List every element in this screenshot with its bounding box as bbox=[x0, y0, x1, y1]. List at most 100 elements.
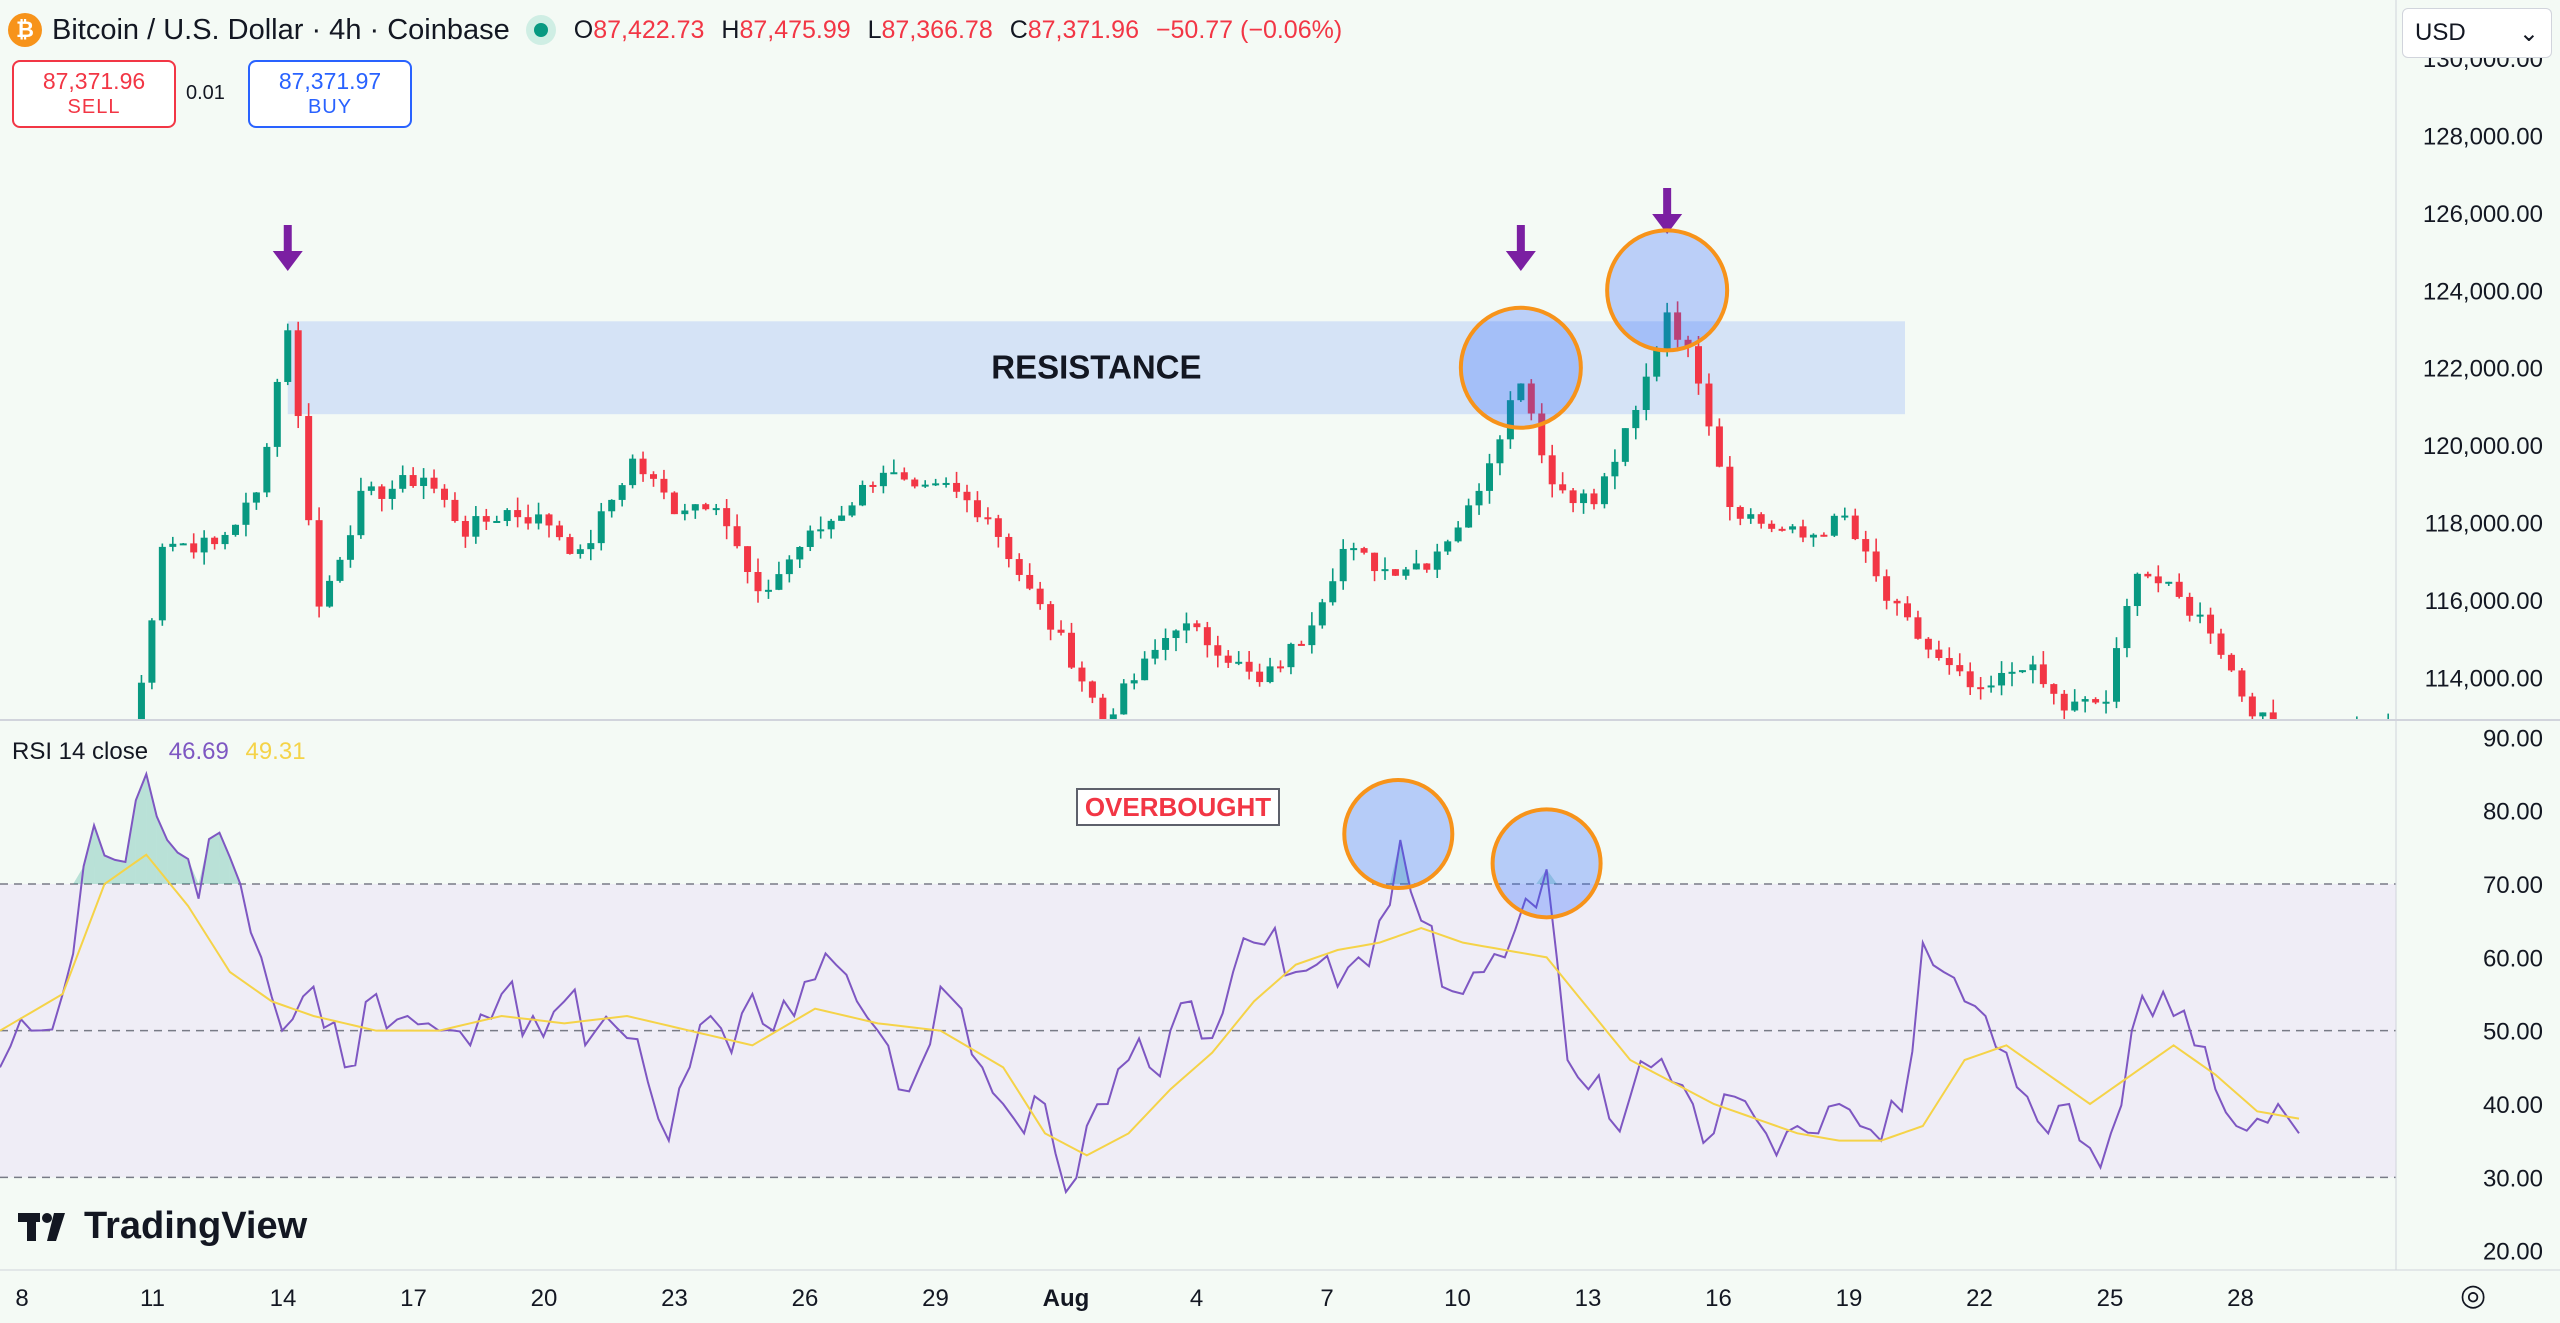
candle-body bbox=[200, 537, 208, 553]
candle-body bbox=[2060, 693, 2068, 711]
candle-body bbox=[921, 484, 929, 487]
candle-body bbox=[1809, 534, 1817, 538]
candle-body bbox=[1381, 569, 1389, 572]
overbought-fill bbox=[188, 858, 199, 884]
candle-body bbox=[618, 485, 626, 500]
candle-body bbox=[2374, 732, 2381, 734]
candle-body bbox=[608, 499, 616, 512]
candle-body bbox=[1956, 665, 1964, 672]
candle-body bbox=[1088, 681, 1096, 698]
candle-body bbox=[1872, 551, 1880, 577]
price-tick-label: 120,000.00 bbox=[2423, 433, 2543, 460]
price-tick-label: 126,000.00 bbox=[2423, 201, 2543, 228]
candle-body bbox=[1580, 493, 1588, 504]
candle-body bbox=[670, 492, 678, 515]
tradingview-logo[interactable]: TradingView bbox=[18, 1205, 307, 1248]
candle-body bbox=[1454, 527, 1462, 542]
market-status-icon[interactable] bbox=[525, 15, 556, 45]
candle-body bbox=[1057, 629, 1065, 633]
candle-body bbox=[1339, 548, 1347, 582]
currency-select[interactable]: USD ⌄ bbox=[2402, 8, 2552, 58]
candle-body bbox=[1935, 649, 1943, 659]
price-pane[interactable]: RESISTANCE bbox=[137, 301, 2434, 756]
candle-body bbox=[190, 543, 198, 553]
candle-body bbox=[796, 546, 804, 560]
overbought-fill bbox=[146, 774, 157, 884]
sell-label: SELL bbox=[67, 96, 121, 118]
candle-body bbox=[263, 446, 271, 493]
candle-body bbox=[420, 477, 428, 487]
candle-body bbox=[879, 472, 887, 487]
candle-body bbox=[629, 458, 637, 486]
rsi-tick-label: 80.00 bbox=[2483, 799, 2543, 826]
buy-button[interactable]: 87,371.97 BUY bbox=[248, 60, 412, 128]
candle-body bbox=[1715, 426, 1723, 467]
high-value: 87,475.99 bbox=[739, 15, 851, 44]
candle-body bbox=[2427, 720, 2434, 729]
time-tick-label: 28 bbox=[2227, 1285, 2254, 1312]
rsi-highlight-circle bbox=[1490, 807, 1603, 920]
candle-body bbox=[1433, 551, 1441, 570]
candle-body bbox=[754, 571, 762, 592]
candle-body bbox=[890, 472, 898, 475]
price-tick-label: 116,000.00 bbox=[2425, 588, 2543, 615]
candle-body bbox=[1360, 548, 1368, 553]
candle-body bbox=[702, 504, 710, 510]
candle-body bbox=[1277, 666, 1284, 669]
change-value: −50.77 (−0.06%) bbox=[1155, 15, 1343, 44]
candle-body bbox=[1266, 666, 1274, 683]
candle-body bbox=[388, 488, 396, 499]
rsi-pane[interactable] bbox=[0, 770, 2396, 1195]
candle-body bbox=[1475, 490, 1483, 506]
candle-body bbox=[587, 543, 595, 550]
highlight-circle bbox=[1458, 305, 1583, 430]
rsi-label: RSI 14 close bbox=[12, 738, 149, 765]
candle-body bbox=[482, 516, 490, 522]
candle-body bbox=[911, 479, 919, 487]
candle-body bbox=[1548, 455, 1556, 485]
candle-body bbox=[2207, 614, 2215, 634]
rsi-tick-label: 70.00 bbox=[2483, 872, 2543, 899]
symbol-title[interactable]: Bitcoin / U.S. Dollar · 4h · Coinbase bbox=[52, 13, 510, 46]
candle-body bbox=[1862, 539, 1870, 552]
price-tick-label: 128,000.00 bbox=[2423, 123, 2543, 150]
candle-body bbox=[1047, 604, 1055, 630]
candle-body bbox=[137, 682, 145, 720]
candle-body bbox=[326, 580, 334, 607]
candle-body bbox=[1726, 466, 1734, 508]
highlight-circle bbox=[1605, 228, 1730, 353]
candle-body bbox=[211, 537, 219, 545]
candle-body bbox=[1005, 536, 1013, 560]
candle-body bbox=[169, 543, 177, 547]
candle-body bbox=[357, 490, 365, 536]
candle-body bbox=[576, 549, 584, 554]
candle-body bbox=[1172, 630, 1180, 639]
candle-body bbox=[712, 508, 720, 511]
candle-body bbox=[733, 526, 741, 547]
candle-body bbox=[1151, 649, 1159, 659]
candle-body bbox=[2008, 671, 2016, 674]
rsi-legend[interactable]: RSI 14 close 46.69 49.31 bbox=[12, 738, 306, 766]
candle-body bbox=[1486, 463, 1493, 491]
close-value: 87,371.96 bbox=[1027, 15, 1139, 44]
candle-body bbox=[848, 505, 856, 516]
candle-body bbox=[1182, 623, 1190, 631]
candle-body bbox=[1600, 476, 1608, 505]
candle-body bbox=[1141, 658, 1149, 681]
currency-value: USD bbox=[2415, 19, 2466, 46]
candle-body bbox=[1517, 383, 1525, 401]
rsi-tick-label: 60.00 bbox=[2483, 945, 2543, 972]
settings-icon[interactable]: ◎ bbox=[2460, 1279, 2487, 1312]
candle-body bbox=[179, 543, 187, 546]
low-label: L bbox=[867, 15, 882, 44]
candle-body bbox=[1632, 409, 1640, 429]
rsi-tick-label: 50.00 bbox=[2483, 1019, 2543, 1046]
candle-body bbox=[1193, 623, 1201, 628]
price-tick-label: 114,000.00 bbox=[2425, 665, 2543, 692]
candle-body bbox=[493, 520, 501, 523]
candle-body bbox=[1120, 683, 1128, 715]
candle-body bbox=[942, 482, 950, 485]
sell-button[interactable]: 87,371.96 SELL bbox=[12, 60, 176, 128]
candle-body bbox=[2353, 729, 2360, 743]
